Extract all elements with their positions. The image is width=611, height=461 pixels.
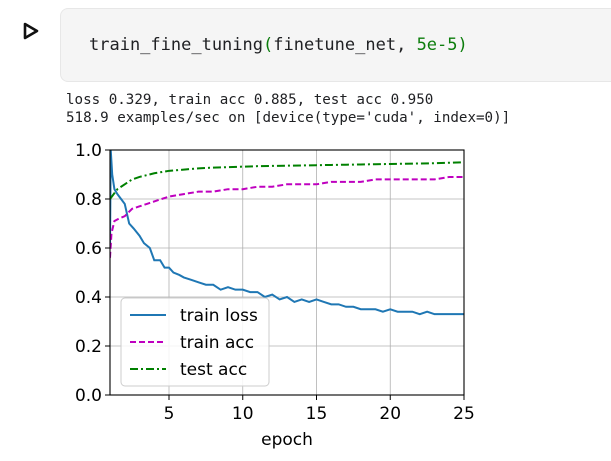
x-tick-label: 15 [306, 404, 328, 424]
open-paren: ( [263, 35, 274, 55]
x-tick-label: 25 [453, 404, 475, 424]
argument-separator: , [396, 35, 417, 55]
function-name: train_fine_tuning [89, 35, 263, 55]
x-tick-label: 5 [164, 404, 175, 424]
legend-label: train loss [180, 306, 258, 326]
code-line[interactable]: train_fine_tuning(finetune_net, 5e-5) [89, 35, 468, 55]
legend: train loss train acc test acc [120, 297, 270, 387]
output-metrics-line: loss 0.329, train acc 0.885, test acc 0.… [66, 92, 434, 108]
y-tick-label: 0.0 [75, 386, 102, 406]
legend-label: test acc [180, 360, 247, 380]
series-line-train-acc [110, 175, 464, 258]
cell-output: loss 0.329, train acc 0.885, test acc 0.… [66, 91, 510, 127]
y-tick-label: 1.0 [75, 141, 102, 161]
y-tick-label: 0.2 [75, 337, 102, 357]
x-tick-label: 10 [232, 404, 254, 424]
series-line-train-loss [110, 149, 464, 316]
argument-learning-rate: 5e-5 [416, 35, 458, 55]
x-axis-label: epoch [261, 430, 313, 450]
run-cell-button[interactable] [20, 20, 42, 42]
output-throughput-line: 518.9 examples/sec on [device(type='cuda… [66, 110, 511, 126]
x-tick-label: 20 [379, 404, 401, 424]
y-tick-label: 0.8 [75, 190, 102, 210]
legend-box [120, 297, 270, 387]
legend-label: train acc [180, 333, 254, 353]
y-tick-label: 0.6 [75, 239, 102, 259]
play-triangle-icon [23, 22, 39, 40]
code-cell[interactable]: train_fine_tuning(finetune_net, 5e-5) [60, 8, 611, 82]
series-line-test-acc [110, 161, 464, 200]
y-tick-label: 0.4 [75, 288, 102, 308]
argument-model: finetune_net [273, 35, 397, 55]
plot-frame [109, 149, 465, 396]
close-paren: ) [457, 35, 468, 55]
